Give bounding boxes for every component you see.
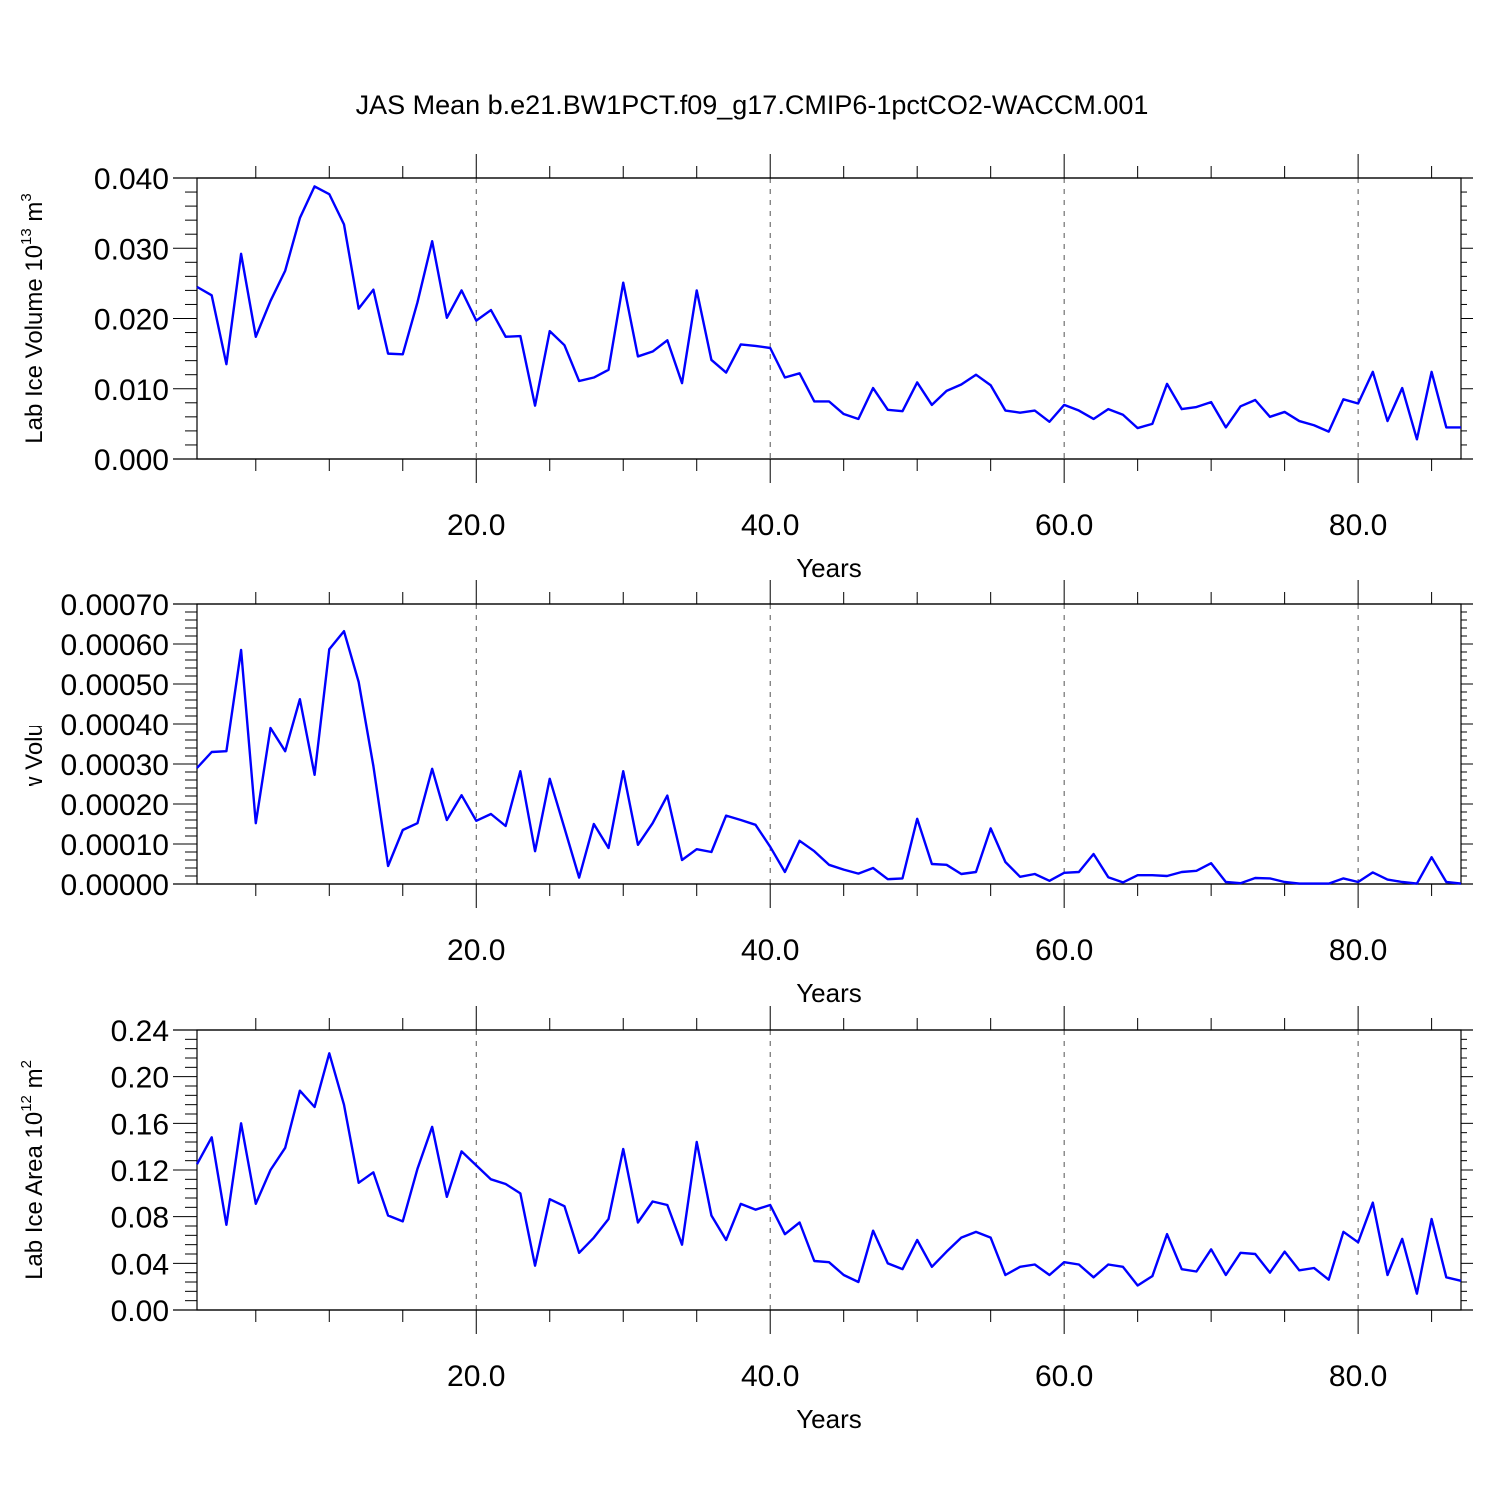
x-tick-label: 20.0: [447, 1360, 505, 1393]
x-axis-label: Years: [796, 978, 862, 1008]
chart-title: JAS Mean b.e21.BW1PCT.f09_g17.CMIP6-1pct…: [356, 90, 1149, 120]
y-tick-label: 0.00010: [61, 829, 169, 862]
series-line: [196, 630, 1462, 885]
x-tick-label: 60.0: [1035, 934, 1093, 967]
y-axis-label-text: Lab Ice Area 10: [21, 1112, 48, 1280]
x-tick-label: 20.0: [447, 934, 505, 967]
y-tick-label: 0.00070: [61, 589, 169, 622]
y-tick-label: 0.020: [94, 304, 169, 337]
y-axis-label: Lab Ice Area 1012 m2: [18, 1060, 48, 1280]
y-axis-label-unit: m: [21, 613, 48, 640]
x-tick-label: 80.0: [1329, 509, 1387, 542]
y-tick-label: 0.00050: [61, 669, 169, 702]
y-tick-label: 0.00000: [61, 869, 169, 902]
y-tick-label: 0.030: [94, 233, 169, 266]
x-axis-label: Years: [796, 553, 862, 583]
y-tick-label: 0.00020: [61, 789, 169, 822]
y-axis-label-exponent: 13: [18, 640, 35, 657]
y-tick-label: 0.00030: [61, 749, 169, 782]
x-tick-label: 60.0: [1035, 509, 1093, 542]
y-axis-label-text: Lab Ice Volume 10: [21, 245, 48, 444]
y-axis-label-unit-exponent: 3: [18, 605, 35, 613]
panel-ice-area: 0.00 0.04 0.08 0.12 0.16 0.20 0.24 20.0 40.0 60.0…: [18, 1006, 1473, 1434]
y-axis-label: Lab Ice Volume 1013 m3: [18, 193, 48, 444]
plot-frame: [196, 603, 1462, 885]
y-tick-label: 0.12: [111, 1155, 169, 1188]
panel-ice-volume: 0.000 0.010 0.020 0.030 0.040 20.0 40.0 60.0 80.…: [18, 154, 1473, 583]
x-tick-label: 20.0: [447, 509, 505, 542]
y-axis-label-unit: m: [21, 1068, 48, 1095]
y-axis-label-unit-exponent: 3: [18, 193, 35, 201]
y-tick-label: 0.20: [111, 1062, 169, 1095]
y-axis-label-unit: m: [21, 202, 48, 229]
y-axis-label-exponent: 12: [18, 1095, 35, 1112]
y-tick-label: 0.040: [94, 163, 169, 196]
y-tick-label: 0.000: [94, 444, 169, 477]
x-tick-label: 40.0: [741, 509, 799, 542]
series-line: [195, 1052, 1462, 1295]
x-tick-label: 40.0: [741, 934, 799, 967]
x-tick-label: 80.0: [1329, 1360, 1387, 1393]
y-tick-label: 0.08: [111, 1202, 169, 1235]
y-axis-label: Lab Snow Volume 1013 m3: [18, 605, 48, 884]
y-tick-label: 0.16: [111, 1108, 169, 1141]
y-axis-label-text: Lab Snow Volume 10: [21, 656, 48, 883]
plot-frame: [196, 1029, 1462, 1311]
x-axis-label: Years: [796, 1404, 862, 1434]
y-tick-label: 0.010: [94, 374, 169, 407]
series-line: [196, 185, 1461, 441]
y-tick-label: 0.24: [111, 1015, 169, 1048]
y-tick-label: 0.00060: [61, 629, 169, 662]
x-tick-label: 80.0: [1329, 934, 1387, 967]
y-axis-label-unit-exponent: 2: [18, 1060, 35, 1068]
y-tick-label: 0.00040: [61, 709, 169, 742]
panel-snow-volume: 0.00000 0.00010 0.00020 0.00030 0.00040 0.000…: [18, 580, 1473, 1008]
x-tick-label: 60.0: [1035, 1360, 1093, 1393]
y-tick-label: 0.04: [111, 1248, 169, 1281]
x-tick-label: 40.0: [741, 1360, 799, 1393]
y-tick-label: 0.00: [111, 1295, 169, 1328]
y-axis-label-exponent: 13: [18, 228, 35, 245]
